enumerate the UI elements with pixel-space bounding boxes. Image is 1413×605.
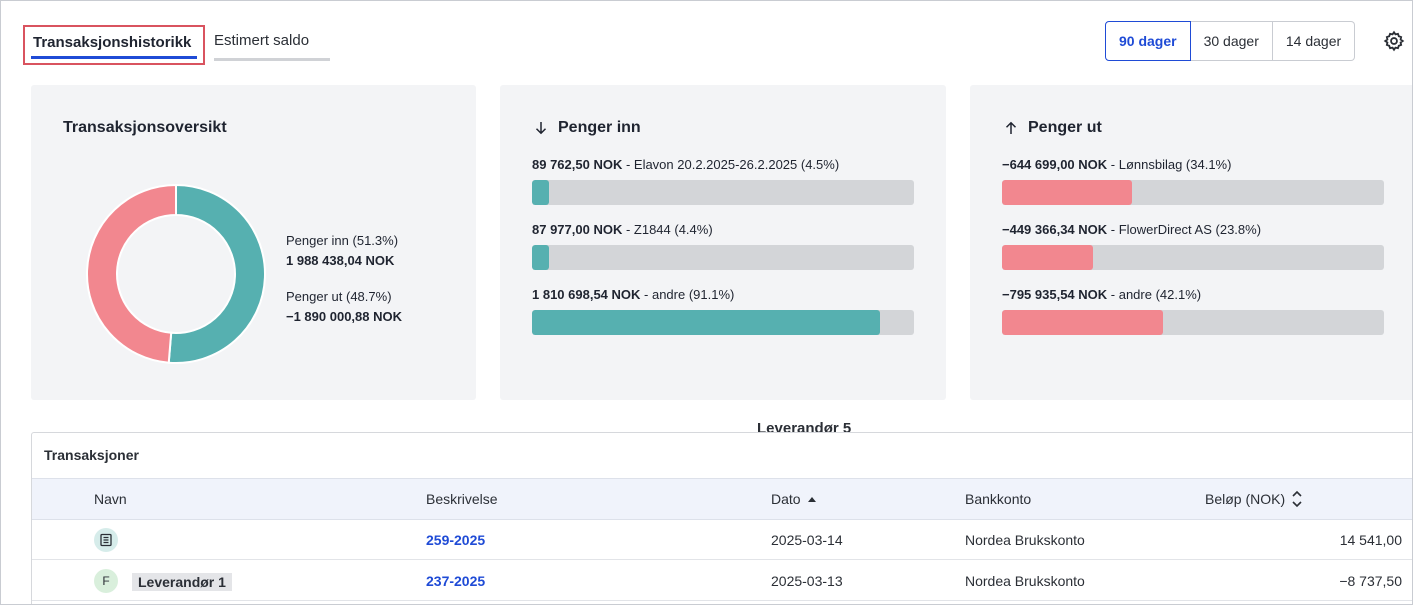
money-in-amount: 1 810 698,54 NOK <box>532 287 641 302</box>
overview-card: Transaksjonsoversikt Penger inn (51.3%) … <box>31 85 476 400</box>
money-out-row: −795 935,54 NOK - andre (42.1%) <box>1002 287 1384 335</box>
row-vendor-name: Leverandør 1 <box>132 573 232 591</box>
table-row[interactable]: F Leverandør 1 237-2025 2025-03-13 Norde… <box>32 561 1412 601</box>
col-name[interactable]: Navn <box>94 491 127 507</box>
sort-asc-icon <box>807 497 816 502</box>
money-in-row: 89 762,50 NOK - Elavon 20.2.2025-26.2.20… <box>532 157 914 205</box>
table-header: Navn Beskrivelse Dato Bankkonto Beløp (N… <box>32 478 1412 520</box>
legend-out: Penger ut (48.7%) −1 890 000,88 NOK <box>286 289 402 324</box>
legend-in-pct: (51.3%) <box>352 233 399 248</box>
money-out-bar-track <box>1002 180 1384 205</box>
legend-in-label: Penger inn <box>286 233 349 248</box>
col-account[interactable]: Bankkonto <box>965 491 1032 507</box>
money-out-bar-fill <box>1002 180 1133 205</box>
donut-chart <box>86 184 266 364</box>
table-title: Transaksjoner <box>44 447 139 463</box>
legend-in: Penger inn (51.3%) 1 988 438,04 NOK <box>286 233 398 268</box>
money-in-title: Penger inn <box>532 119 641 137</box>
row-description-link[interactable]: 259-2025 <box>426 532 486 548</box>
money-out-amount: −449 366,34 NOK <box>1002 222 1108 237</box>
money-in-bar-fill <box>532 310 880 335</box>
gear-icon[interactable] <box>1383 30 1405 52</box>
overview-title: Transaksjonsoversikt <box>63 119 227 136</box>
tab-estimert-saldo[interactable]: Estimert saldo <box>206 25 330 65</box>
transactions-table: Transaksjoner Navn Beskrivelse Dato Bank… <box>31 432 1412 604</box>
arrow-up-icon <box>1005 121 1017 134</box>
arrow-down-icon <box>535 122 547 135</box>
money-in-bar-fill <box>532 245 550 270</box>
money-in-description: - Elavon 20.2.2025-26.2.2025 (4.5%) <box>622 157 840 172</box>
money-out-bar-fill <box>1002 245 1093 270</box>
sort-icon <box>1292 490 1302 508</box>
legend-out-pct: (48.7%) <box>346 289 392 304</box>
donut-slice-in[interactable] <box>167 184 266 364</box>
period-14-button[interactable]: 14 dager <box>1272 21 1356 61</box>
money-out-bar-track <box>1002 310 1384 335</box>
money-in-bar-fill <box>532 180 550 205</box>
tab-transaksjonshistorikk[interactable]: Transaksjonshistorikk <box>23 25 205 65</box>
donut-slice-out[interactable] <box>86 184 177 364</box>
money-out-amount: −795 935,54 NOK <box>1002 287 1108 302</box>
legend-out-value: −1 890 000,88 NOK <box>286 309 402 324</box>
money-in-amount: 87 977,00 NOK <box>532 222 623 237</box>
money-out-title: Penger ut <box>1002 119 1102 137</box>
money-in-bar-track <box>532 245 914 270</box>
period-selector: 90 dager 30 dager 14 dager <box>1105 21 1356 61</box>
money-out-row: −449 366,34 NOK - FlowerDirect AS (23.8%… <box>1002 222 1384 270</box>
money-in-amount: 89 762,50 NOK <box>532 157 623 172</box>
legend-in-value: 1 988 438,04 NOK <box>286 253 395 268</box>
money-in-bar-track <box>532 180 914 205</box>
avatar: F <box>94 569 118 593</box>
row-description-link[interactable]: 237-2025 <box>426 573 486 589</box>
money-out-bar-fill <box>1002 310 1163 335</box>
money-in-description: - Z1844 (4.4%) <box>622 222 713 237</box>
table-row[interactable]: 259-2025 2025-03-14 Nordea Brukskonto 14… <box>32 520 1412 560</box>
period-90-button[interactable]: 90 dager <box>1105 21 1191 61</box>
money-out-amount: −644 699,00 NOK <box>1002 157 1108 172</box>
document-icon <box>94 528 118 552</box>
col-amount[interactable]: Beløp (NOK) <box>1205 479 1303 519</box>
row-date: 2025-03-13 <box>771 573 843 589</box>
col-description[interactable]: Beskrivelse <box>426 491 498 507</box>
period-30-button[interactable]: 30 dager <box>1190 21 1273 61</box>
row-amount: 14 541,00 <box>1339 532 1402 548</box>
money-out-card: Penger ut −644 699,00 NOK - Lønnsbilag (… <box>970 85 1412 400</box>
row-account: Nordea Brukskonto <box>965 532 1085 548</box>
row-date: 2025-03-14 <box>771 532 843 548</box>
money-out-description: - andre (42.1%) <box>1107 287 1202 302</box>
money-out-description: - FlowerDirect AS (23.8%) <box>1107 222 1262 237</box>
col-date[interactable]: Dato <box>771 479 817 519</box>
money-in-bar-track <box>532 310 914 335</box>
row-amount: −8 737,50 <box>1339 573 1402 589</box>
money-out-description: - Lønnsbilag (34.1%) <box>1107 157 1232 172</box>
money-in-row: 1 810 698,54 NOK - andre (91.1%) <box>532 287 914 335</box>
money-in-row: 87 977,00 NOK - Z1844 (4.4%) <box>532 222 914 270</box>
money-out-row: −644 699,00 NOK - Lønnsbilag (34.1%) <box>1002 157 1384 205</box>
row-account: Nordea Brukskonto <box>965 573 1085 589</box>
money-out-bar-track <box>1002 245 1384 270</box>
legend-out-label: Penger ut <box>286 289 343 304</box>
money-in-card: Penger inn 89 762,50 NOK - Elavon 20.2.2… <box>500 85 946 400</box>
money-in-description: - andre (91.1%) <box>640 287 735 302</box>
